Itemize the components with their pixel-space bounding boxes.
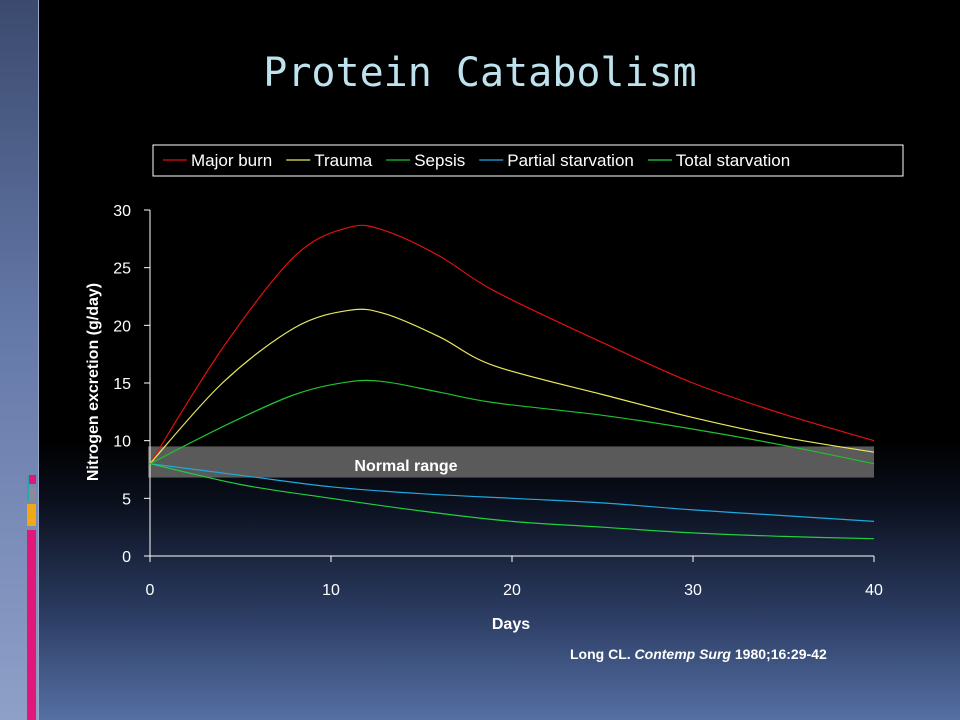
legend-box	[152, 144, 904, 177]
y-tick-label: 10	[113, 434, 131, 451]
y-tick-label: 25	[113, 261, 131, 278]
normal-range-band	[148, 446, 874, 478]
normal-range-label: Normal range	[354, 458, 457, 475]
x-tick-label: 10	[322, 582, 340, 599]
accent-square-teal	[27, 475, 29, 501]
accent-square-pink-1	[27, 475, 36, 484]
accent-bar-pink	[27, 530, 36, 720]
accent-square-orange	[27, 504, 36, 526]
slide-title: Protein Catabolism	[263, 50, 697, 96]
x-axis-title: Days	[492, 616, 530, 633]
series-line-sepsis	[149, 379, 875, 465]
y-axis-title: Nitrogen excretion (g/day)	[85, 283, 102, 481]
citation-journal: Contemp Surg	[634, 646, 731, 662]
x-tick-label: 20	[503, 582, 521, 599]
accent-square-gray	[27, 487, 36, 501]
citation-author: Long CL.	[570, 646, 635, 662]
legend-label-partial-starvation: Partial starvation	[507, 151, 634, 170]
y-tick-label: 30	[113, 203, 131, 220]
series-line-major-burn	[149, 224, 875, 465]
legend-label-trauma: Trauma	[314, 151, 372, 170]
legend-label-sepsis: Sepsis	[414, 151, 465, 170]
legend-label-major-burn: Major burn	[191, 151, 272, 170]
x-tick-label: 40	[865, 582, 883, 599]
citation: Long CL. Contemp Surg 1980;16:29-42	[570, 646, 827, 662]
y-tick-label: 0	[122, 549, 131, 566]
legend-label-total-starvation: Total starvation	[676, 151, 790, 170]
series-line-total-starvation	[149, 463, 875, 540]
left-sidebar-edge	[38, 0, 39, 720]
citation-details: 1980;16:29-42	[731, 646, 827, 662]
x-tick-label: 30	[684, 582, 702, 599]
y-tick-label: 20	[113, 318, 131, 335]
x-tick-label: 0	[146, 582, 155, 599]
series-line-trauma	[149, 308, 875, 465]
y-tick-label: 5	[122, 491, 131, 508]
y-tick-label: 15	[113, 376, 131, 393]
series-line-partial-starvation	[149, 463, 875, 522]
